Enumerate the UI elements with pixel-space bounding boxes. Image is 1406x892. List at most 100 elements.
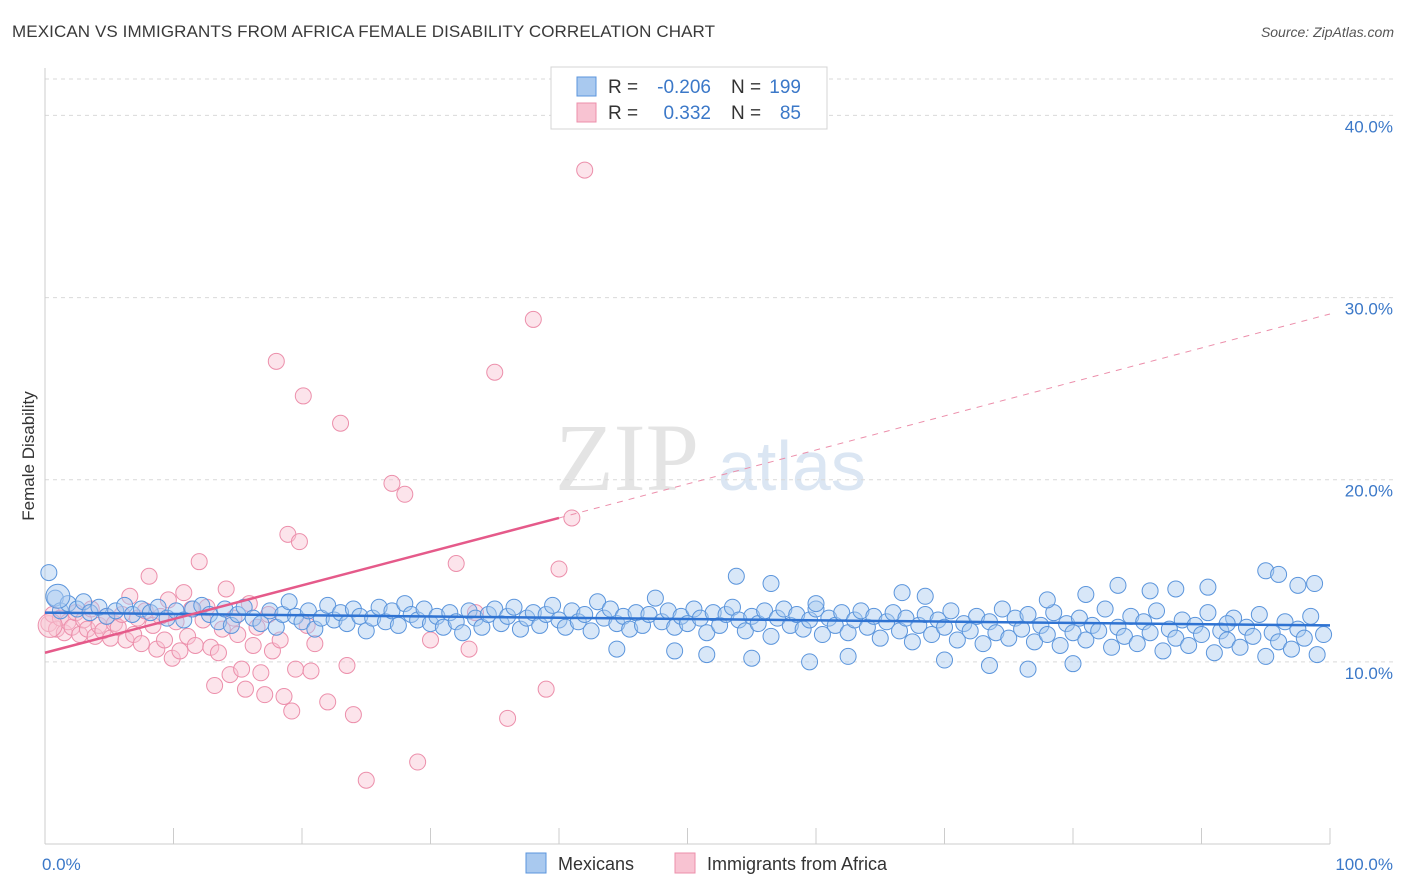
legend-swatch-immigrants bbox=[576, 102, 597, 123]
immigrants-point-44 bbox=[209, 644, 227, 662]
immigrants-point-74 bbox=[357, 771, 375, 789]
mexicans-point-165 bbox=[1141, 624, 1159, 642]
mexicans-point-201 bbox=[1141, 582, 1159, 600]
mexicans-point-66 bbox=[505, 598, 523, 616]
immigrants-point-66 bbox=[294, 387, 312, 405]
mexicans-point-55 bbox=[434, 618, 452, 636]
immigrants-point-61 bbox=[275, 687, 293, 705]
mexicans-point-88 bbox=[646, 589, 664, 607]
mexicans-point-94 bbox=[685, 600, 703, 618]
mexicans-point-14 bbox=[149, 598, 167, 616]
mexicans-point-84 bbox=[621, 620, 639, 638]
bottom-legend-swatch-immigrants bbox=[674, 852, 696, 874]
mexicans-point-23 bbox=[222, 616, 240, 634]
mexicans-point-155 bbox=[1077, 631, 1095, 649]
mexicans-point-131 bbox=[923, 626, 941, 644]
mexicans-point-33 bbox=[293, 613, 311, 631]
legend-n-label-1: N = bbox=[731, 77, 761, 98]
mexicans-point-212 bbox=[743, 649, 761, 667]
mexicans-point-200 bbox=[1109, 576, 1127, 594]
mexicans-point-190 bbox=[1302, 607, 1320, 625]
immigrants-point-50 bbox=[233, 660, 251, 678]
mexicans-point-180 bbox=[1237, 618, 1255, 636]
mexicans-point-209 bbox=[608, 640, 626, 658]
mexicans-point-207 bbox=[1306, 575, 1324, 593]
mexicans-point-145 bbox=[1013, 620, 1031, 638]
mexicans-point-107 bbox=[768, 609, 786, 627]
mexicans-point-59 bbox=[460, 602, 478, 620]
mexicans-point-211 bbox=[698, 646, 716, 664]
immigrants-point-68 bbox=[302, 662, 320, 680]
mexicans-points bbox=[40, 562, 1333, 678]
legend-r-value-1: -0.206 bbox=[657, 77, 711, 98]
immigrants-point-72 bbox=[338, 657, 356, 674]
mexicans-point-120 bbox=[852, 602, 870, 620]
mexicans-point-132 bbox=[929, 611, 947, 629]
mexicans-point-147 bbox=[1025, 633, 1043, 651]
chart-source: Source: ZipAtlas.com bbox=[1260, 24, 1394, 40]
mexicans-point-0 bbox=[40, 564, 58, 582]
mexicans-point-182 bbox=[1250, 606, 1268, 623]
bottom-legend-label-mexicans: Mexicans bbox=[558, 854, 634, 874]
y-axis-title: Female Disability bbox=[19, 391, 38, 521]
mexicans-point-134 bbox=[942, 602, 960, 620]
immigrants-point-51 bbox=[236, 680, 254, 698]
immigrants-point-86 bbox=[550, 560, 568, 578]
mexicans-point-79 bbox=[589, 593, 607, 611]
mexicans-point-192 bbox=[1315, 626, 1333, 644]
mexicans-point-157 bbox=[1090, 622, 1108, 640]
immigrants-point-76 bbox=[396, 485, 414, 503]
legend-n-value-1: 199 bbox=[769, 77, 801, 98]
mexicans-point-78 bbox=[582, 622, 600, 640]
mexicans-point-37 bbox=[319, 596, 337, 614]
legend-r-value-2: 0.332 bbox=[663, 103, 711, 124]
mexicans-point-81 bbox=[601, 600, 619, 618]
mexicans-point-149 bbox=[1038, 626, 1056, 644]
legend-n-label-2: N = bbox=[731, 103, 761, 124]
immigrants-point-75 bbox=[383, 474, 401, 492]
mexicans-point-187 bbox=[1282, 640, 1300, 658]
immigrants-point-30 bbox=[156, 631, 174, 649]
mexicans-point-198 bbox=[1038, 591, 1056, 609]
mexicans-point-205 bbox=[1270, 565, 1288, 583]
mexicans-point-175 bbox=[1205, 644, 1223, 662]
mexicans-point-110 bbox=[788, 606, 806, 623]
mexicans-point-135 bbox=[948, 631, 966, 649]
x-tick-label-max: 100.0% bbox=[1335, 855, 1393, 874]
mexicans-point-136 bbox=[955, 615, 973, 633]
immigrants-point-21 bbox=[121, 587, 139, 605]
mexicans-point-5 bbox=[75, 593, 93, 611]
bottom-legend-label-immigrants: Immigrants from Africa bbox=[707, 854, 888, 874]
mexicans-point-106 bbox=[762, 627, 780, 645]
immigrants-point-80 bbox=[460, 640, 478, 658]
mexicans-point-92 bbox=[672, 607, 690, 625]
mexicans-point-185 bbox=[1270, 633, 1288, 651]
immigrants-point-43 bbox=[206, 677, 224, 695]
mexicans-point-194 bbox=[762, 575, 780, 593]
mexicans-point-159 bbox=[1103, 638, 1121, 656]
mexicans-point-206 bbox=[1289, 576, 1307, 594]
mexicans-point-73 bbox=[550, 611, 568, 629]
immigrants-point-70 bbox=[319, 693, 337, 711]
immigrants-africa-points bbox=[37, 161, 594, 789]
mexicans-point-176 bbox=[1212, 622, 1230, 640]
mexicans-point-141 bbox=[987, 624, 1005, 642]
mexicans-point-202 bbox=[1167, 580, 1185, 598]
mexicans-point-172 bbox=[1186, 616, 1204, 634]
immigrants-point-56 bbox=[256, 686, 274, 704]
mexicans-point-123 bbox=[871, 629, 889, 647]
mexicans-point-142 bbox=[993, 600, 1011, 618]
mexicans-point-199 bbox=[1077, 585, 1095, 603]
mexicans-point-31 bbox=[280, 593, 298, 611]
mexicans-point-173 bbox=[1193, 626, 1210, 644]
mexicans-point-102 bbox=[736, 622, 754, 640]
legend-r-label-1: R = bbox=[608, 77, 638, 98]
mexicans-point-204 bbox=[1257, 562, 1275, 580]
immigrants-point-73 bbox=[344, 706, 362, 724]
immigrants-point-26 bbox=[140, 567, 158, 585]
immigrants-point-83 bbox=[499, 709, 517, 727]
immigrants-point-77 bbox=[409, 753, 427, 771]
immigrants-point-63 bbox=[283, 702, 301, 720]
bottom-legend-swatch-mexicans bbox=[525, 852, 547, 874]
